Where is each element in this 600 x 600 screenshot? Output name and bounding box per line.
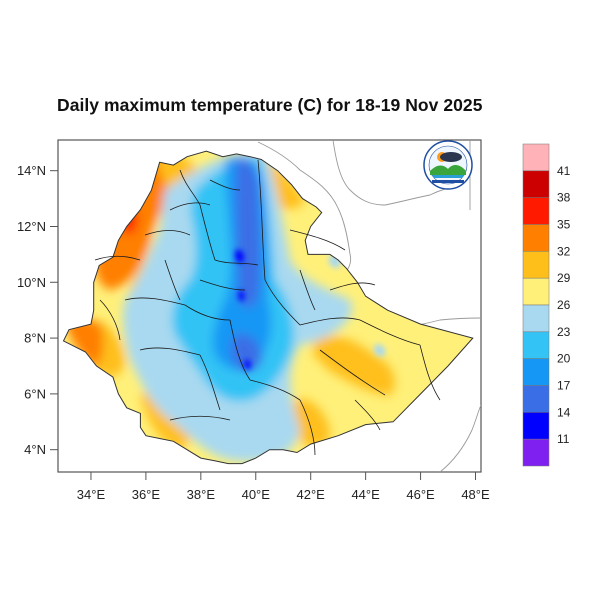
colorbar-swatch	[522, 385, 550, 413]
contour-29-26	[316, 335, 395, 395]
lon-tick-label: 40°E	[242, 487, 271, 502]
colorbar-swatch	[522, 251, 550, 279]
lat-tick-label: 6°N	[24, 386, 46, 401]
region-boundary	[94, 159, 441, 456]
colorbar-label: 29	[557, 271, 571, 285]
colorbar-label: 17	[557, 379, 571, 393]
contour-29-26	[140, 391, 191, 449]
lon-tick-label: 48°E	[461, 487, 490, 502]
red-sea-coast	[332, 140, 431, 206]
lat-tick-label: 4°N	[24, 442, 46, 457]
contour-29-26	[95, 320, 125, 377]
colorbar-swatch	[522, 224, 550, 252]
colorbar-label: 41	[557, 164, 571, 178]
lon-tick-label: 34°E	[77, 487, 106, 502]
lat-tick-label: 8°N	[24, 331, 46, 346]
contour-17-14	[231, 334, 262, 372]
colorbar-swatch	[522, 197, 550, 225]
contour-17-14	[236, 157, 261, 308]
contour-23-20-pocket	[374, 344, 386, 357]
lon-tick-label: 44°E	[351, 487, 380, 502]
colorbar-swatch	[522, 438, 550, 467]
lon-tick-label: 46°E	[406, 487, 435, 502]
contour-29-26	[313, 340, 327, 362]
map-title: Daily maximum temperature (C) for 18-19 …	[57, 95, 483, 115]
contour-29-26	[293, 399, 331, 447]
somalia-coast	[439, 404, 481, 472]
eritrea-coastline	[257, 141, 352, 281]
latitude-axis: 14°N 12°N 10°N 8°N 6°N 4°N	[17, 163, 58, 457]
contour-14-11	[238, 290, 245, 302]
lat-tick-label: 14°N	[17, 163, 46, 178]
colorbar-label: 38	[557, 191, 571, 205]
colorbar-swatch	[522, 412, 550, 440]
colorbar-label: 26	[557, 298, 571, 312]
colorbar-label: 32	[557, 244, 571, 258]
longitude-axis: 34°E 36°E 38°E 40°E 42°E 44°E 46°E 48°E	[77, 472, 490, 502]
colorbar-swatch	[522, 277, 550, 306]
contour-14-11	[244, 359, 251, 370]
lon-tick-label: 36°E	[132, 487, 161, 502]
colorbar: 41 38 35 32 29 26 23 20 17 14 11	[522, 143, 571, 467]
admin-boundaries	[62, 150, 474, 465]
colorbar-label: 14	[557, 405, 571, 419]
lon-tick-label: 38°E	[187, 487, 216, 502]
colorbar-swatch	[522, 143, 550, 172]
contour-14-11	[235, 249, 245, 263]
colorbar-swatch	[522, 170, 550, 198]
colorbar-swatch	[522, 358, 550, 386]
colorbar-label: 35	[557, 218, 571, 232]
lat-tick-label: 12°N	[17, 219, 46, 234]
colorbar-label: 20	[557, 352, 571, 366]
lon-tick-label: 42°E	[297, 487, 326, 502]
colorbar-swatch	[522, 331, 550, 359]
country-outline	[62, 150, 474, 465]
colorbar-label: 11	[557, 432, 570, 446]
lat-tick-label: 10°N	[17, 275, 46, 290]
colorbar-label: 23	[557, 325, 571, 339]
colorbar-swatch	[522, 304, 550, 333]
ethiopian-meteorology-institute-logo	[423, 140, 473, 190]
